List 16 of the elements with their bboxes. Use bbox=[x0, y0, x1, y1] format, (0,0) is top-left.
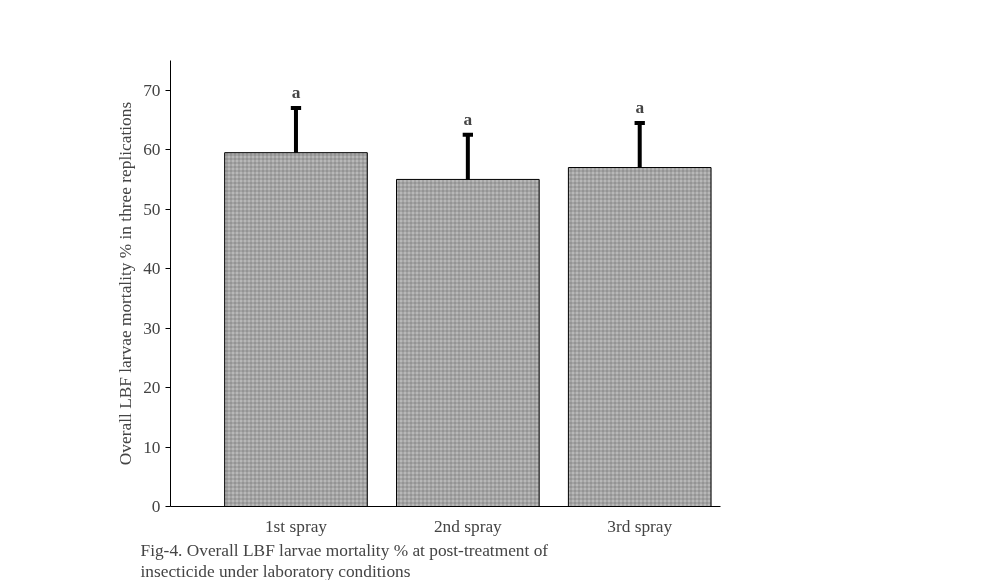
annotation: a bbox=[291, 83, 301, 103]
x-tick-label: 2nd spray bbox=[433, 516, 503, 536]
y-tick-label: 40 bbox=[143, 259, 161, 279]
x-tick-label: 3rd spray bbox=[607, 516, 673, 536]
x-tick-label: 1st spray bbox=[264, 516, 328, 536]
y-tick-label: 50 bbox=[143, 199, 161, 219]
y-axis-title: Overall LBF larvae mortality % in three replications bbox=[116, 101, 136, 466]
text: Fig-4. Overall LBF larvae mortality % at post-treatment of insecticide under laboratory conditions bbox=[140, 540, 549, 581]
y-tick-label: 70 bbox=[143, 80, 161, 100]
y-tick-label: 10 bbox=[143, 437, 161, 457]
y-tick-label: 60 bbox=[143, 140, 161, 160]
annotation: a bbox=[635, 97, 645, 117]
annotation: a bbox=[463, 109, 473, 129]
y-tick-label: 20 bbox=[143, 378, 161, 398]
y-tick-label: 0 bbox=[151, 497, 161, 516]
y-tick-label: 30 bbox=[143, 318, 161, 338]
